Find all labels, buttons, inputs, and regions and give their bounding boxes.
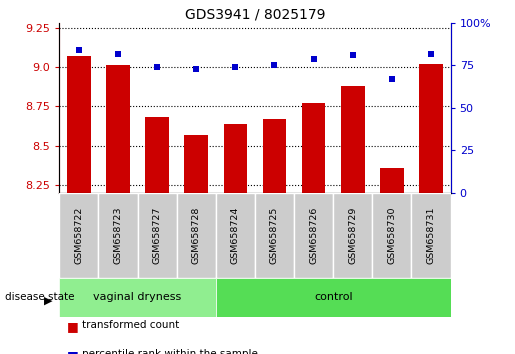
Text: control: control — [314, 292, 352, 302]
Bar — [138, 193, 177, 278]
Text: disease state: disease state — [5, 292, 75, 302]
Text: GSM658723: GSM658723 — [113, 207, 123, 264]
Bar — [184, 135, 208, 193]
Bar — [67, 56, 91, 193]
Text: ■: ■ — [67, 320, 79, 333]
Text: ■: ■ — [67, 349, 79, 354]
Text: GSM658731: GSM658731 — [426, 207, 436, 264]
Bar — [333, 193, 372, 278]
Bar — [419, 64, 443, 193]
Bar — [224, 124, 247, 193]
Bar — [294, 193, 333, 278]
Text: vaginal dryness: vaginal dryness — [93, 292, 182, 302]
Bar — [302, 103, 325, 193]
Bar — [372, 193, 411, 278]
Bar — [216, 278, 451, 317]
Bar — [145, 118, 169, 193]
Bar — [98, 193, 138, 278]
Bar — [216, 193, 255, 278]
Text: GSM658722: GSM658722 — [74, 207, 83, 264]
Text: GSM658724: GSM658724 — [231, 207, 240, 264]
Text: GSM658730: GSM658730 — [387, 207, 397, 264]
Bar — [177, 193, 216, 278]
Text: percentile rank within the sample: percentile rank within the sample — [82, 349, 259, 354]
Bar — [341, 86, 365, 193]
Text: GSM658726: GSM658726 — [309, 207, 318, 264]
Bar — [411, 193, 451, 278]
Bar — [380, 168, 404, 193]
Text: GSM658727: GSM658727 — [152, 207, 162, 264]
Text: GSM658725: GSM658725 — [270, 207, 279, 264]
Text: ▶: ▶ — [44, 295, 53, 305]
Title: GDS3941 / 8025179: GDS3941 / 8025179 — [185, 8, 325, 22]
Text: GSM658729: GSM658729 — [348, 207, 357, 264]
Bar — [263, 119, 286, 193]
Bar — [255, 193, 294, 278]
Bar — [59, 278, 216, 317]
Text: GSM658728: GSM658728 — [192, 207, 201, 264]
Bar — [59, 193, 98, 278]
Bar — [106, 65, 130, 193]
Text: transformed count: transformed count — [82, 320, 180, 330]
